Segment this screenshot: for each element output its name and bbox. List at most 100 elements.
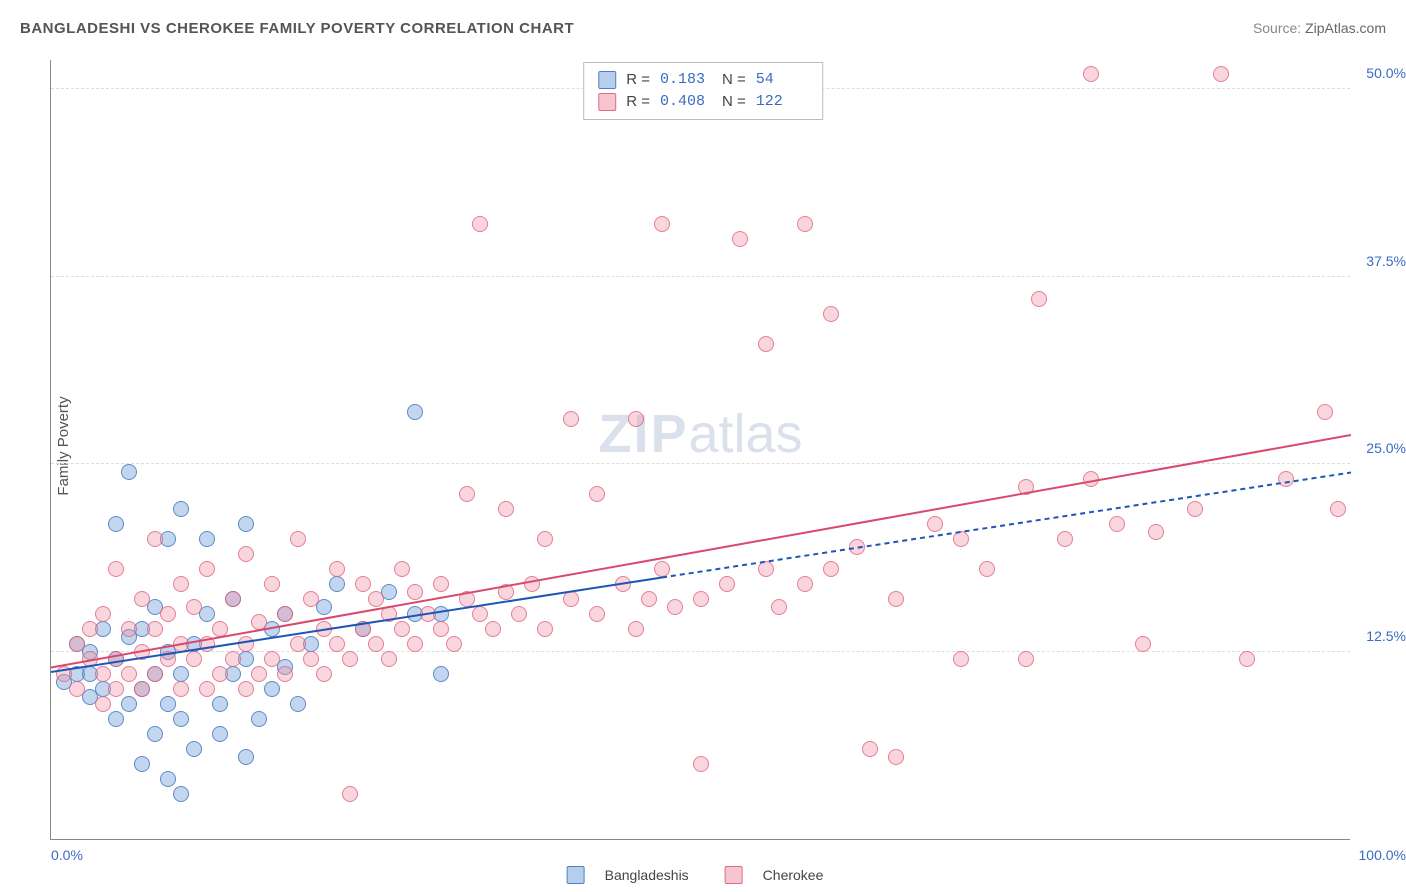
data-point: [953, 651, 969, 667]
data-point: [563, 591, 579, 607]
data-point: [797, 216, 813, 232]
data-point: [628, 411, 644, 427]
data-point: [342, 786, 358, 802]
chart-title: BANGLADESHI VS CHEROKEE FAMILY POVERTY C…: [20, 20, 574, 37]
data-point: [186, 599, 202, 615]
data-point: [654, 216, 670, 232]
data-point: [368, 636, 384, 652]
data-point: [1213, 66, 1229, 82]
legend-n-label: N =: [722, 91, 746, 113]
data-point: [121, 666, 137, 682]
legend-swatch: [567, 866, 585, 884]
data-point: [212, 696, 228, 712]
legend-swatch: [598, 93, 616, 111]
data-point: [1083, 66, 1099, 82]
legend-r-value: 0.408: [660, 91, 712, 113]
data-point: [134, 591, 150, 607]
data-point: [927, 516, 943, 532]
source-label: Source:: [1253, 20, 1301, 36]
data-point: [199, 681, 215, 697]
series-legend: BangladeshisCherokee: [567, 866, 840, 884]
data-point: [69, 636, 85, 652]
data-point: [212, 666, 228, 682]
data-point: [433, 666, 449, 682]
legend-n-value: 122: [756, 91, 808, 113]
data-point: [251, 711, 267, 727]
data-point: [69, 681, 85, 697]
y-tick-label: 50.0%: [1366, 65, 1406, 81]
data-point: [797, 576, 813, 592]
data-point: [160, 651, 176, 667]
legend-swatch: [725, 866, 743, 884]
watermark-zip: ZIP: [598, 404, 688, 464]
correlation-legend: R =0.183N =54R =0.408N =122: [583, 62, 823, 120]
data-point: [290, 696, 306, 712]
data-point: [251, 666, 267, 682]
data-point: [329, 636, 345, 652]
data-point: [173, 681, 189, 697]
data-point: [238, 681, 254, 697]
data-point: [433, 621, 449, 637]
data-point: [589, 606, 605, 622]
data-point: [771, 599, 787, 615]
data-point: [290, 531, 306, 547]
data-point: [303, 591, 319, 607]
data-point: [108, 516, 124, 532]
data-point: [472, 606, 488, 622]
legend-row: R = 0.408 N = 122: [598, 91, 808, 113]
data-point: [537, 621, 553, 637]
data-point: [641, 591, 657, 607]
data-point: [316, 666, 332, 682]
data-point: [394, 561, 410, 577]
data-point: [121, 464, 137, 480]
legend-swatch: [598, 71, 616, 89]
legend-r-label: R =: [626, 69, 650, 91]
data-point: [173, 576, 189, 592]
legend-r-label: R =: [626, 91, 650, 113]
data-point: [654, 561, 670, 577]
data-point: [394, 621, 410, 637]
data-point: [563, 411, 579, 427]
data-point: [147, 621, 163, 637]
data-point: [1109, 516, 1125, 532]
data-point: [238, 749, 254, 765]
source-attribution: Source: ZipAtlas.com: [1253, 20, 1386, 36]
data-point: [862, 741, 878, 757]
data-point: [95, 696, 111, 712]
x-tick-label: 0.0%: [51, 847, 83, 863]
data-point: [147, 666, 163, 682]
data-point: [667, 599, 683, 615]
watermark: ZIPatlas: [598, 403, 802, 465]
data-point: [134, 756, 150, 772]
data-point: [1083, 471, 1099, 487]
data-point: [498, 584, 514, 600]
data-point: [108, 711, 124, 727]
data-point: [368, 591, 384, 607]
data-point: [732, 231, 748, 247]
data-point: [1278, 471, 1294, 487]
data-point: [225, 591, 241, 607]
data-point: [615, 576, 631, 592]
data-point: [199, 561, 215, 577]
data-point: [121, 696, 137, 712]
data-point: [264, 576, 280, 592]
data-point: [888, 591, 904, 607]
data-point: [407, 404, 423, 420]
x-tick-label: 100.0%: [1359, 847, 1406, 863]
data-point: [264, 681, 280, 697]
data-point: [1057, 531, 1073, 547]
y-tick-label: 37.5%: [1366, 253, 1406, 269]
data-point: [472, 216, 488, 232]
y-tick-label: 12.5%: [1366, 628, 1406, 644]
y-tick-label: 25.0%: [1366, 440, 1406, 456]
data-point: [160, 771, 176, 787]
data-point: [121, 621, 137, 637]
data-point: [979, 561, 995, 577]
legend-n-label: N =: [722, 69, 746, 91]
data-point: [108, 561, 124, 577]
data-point: [303, 651, 319, 667]
data-point: [147, 531, 163, 547]
data-point: [719, 576, 735, 592]
data-point: [446, 636, 462, 652]
data-point: [134, 681, 150, 697]
